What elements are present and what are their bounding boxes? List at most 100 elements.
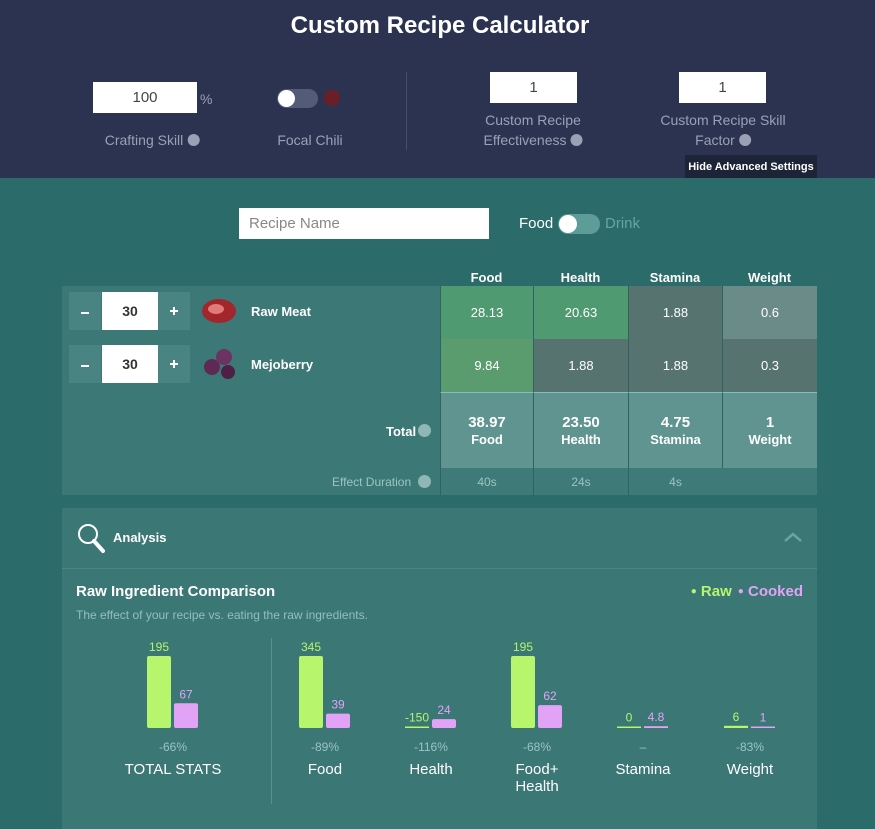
change-label: -66% — [159, 740, 187, 754]
raw-value-label: 6 — [733, 710, 740, 724]
change-label: -83% — [736, 740, 764, 754]
decrement-button[interactable] — [69, 345, 101, 383]
group-name: TOTAL STATS — [125, 761, 222, 778]
cooked-value-label: 4.8 — [648, 710, 665, 724]
divider — [62, 568, 817, 569]
comparison-subtitle: The effect of your recipe vs. eating the… — [76, 608, 368, 622]
stat-cell: 0.3 — [722, 339, 817, 392]
ingredient-name: Mejoberry — [251, 357, 314, 372]
chart-divider — [271, 638, 272, 804]
effectiveness-label-1: Custom Recipe — [485, 112, 581, 128]
skill-factor-label-2: Factor — [695, 132, 751, 148]
total-label: Total — [386, 424, 417, 439]
stat-cell: 1.88 — [533, 339, 628, 392]
stat-cell: 0.6 — [722, 286, 817, 339]
label-text: Crafting Skill — [104, 132, 184, 148]
column-header: Stamina — [649, 270, 701, 285]
effectiveness-input[interactable]: 1 — [490, 72, 577, 103]
group-name: Stamina — [615, 761, 671, 778]
stat-cell: 1.88 — [628, 339, 722, 392]
cooked-value-label: 1 — [760, 711, 767, 725]
change-label: -68% — [523, 740, 551, 754]
raw-bar — [405, 726, 429, 728]
legend: ● Raw ● Cooked — [685, 583, 803, 600]
raw-value-label: -150 — [405, 711, 429, 725]
ingredient-icon — [200, 345, 240, 386]
cooked-bar — [432, 719, 456, 728]
chili-icon — [324, 90, 340, 106]
focal-chili-label: Focal Chili — [277, 132, 343, 148]
analysis-icon — [78, 524, 105, 553]
increment-button[interactable] — [158, 345, 190, 383]
cooked-bar — [538, 705, 562, 728]
cooked-value-label: 39 — [331, 698, 345, 712]
raw-bar — [617, 726, 641, 728]
food-option[interactable]: Food — [519, 215, 554, 232]
raw-bar — [511, 656, 535, 728]
cooked-bar — [326, 713, 350, 728]
effectiveness-label-2: Effectiveness — [483, 132, 583, 148]
legend-dot: ● — [690, 586, 697, 597]
legend-label: Cooked — [747, 583, 803, 600]
analysis-panel — [62, 508, 817, 829]
chili-toggle[interactable] — [277, 89, 318, 108]
change-label: -116% — [414, 740, 448, 754]
label-text: Effectiveness — [483, 132, 567, 148]
total-value: 4.75 — [660, 413, 691, 431]
total-value: 23.50 — [562, 413, 600, 431]
legend-entry: ● Cooked — [738, 583, 803, 600]
help-icon[interactable] — [187, 134, 200, 146]
help-icon[interactable] — [738, 134, 751, 146]
raw-bar — [724, 725, 748, 728]
cooked-bar — [644, 726, 668, 728]
raw-value-label: 0 — [626, 711, 633, 725]
skill-factor-label-1: Custom Recipe Skill — [660, 112, 786, 128]
label-text: Factor — [695, 132, 735, 148]
crafting-skill-input[interactable]: 100 — [93, 82, 197, 113]
group-name: Food+ — [516, 761, 559, 778]
total-cell: 38.97 Food — [440, 392, 533, 468]
legend-label: Raw — [700, 583, 732, 600]
title: Custom Recipe Calculator — [290, 12, 590, 39]
drink-option[interactable]: Drink — [605, 215, 641, 232]
total-unit: Weight — [748, 431, 792, 447]
food-drink-toggle[interactable] — [558, 214, 600, 234]
crafting-skill-label: Crafting Skill — [105, 132, 200, 148]
advanced-button[interactable]: Hide Advanced Settings — [685, 155, 817, 178]
cooked-value-label: 62 — [543, 689, 557, 703]
raw-bar — [299, 656, 323, 728]
analysis-title: Analysis — [113, 530, 167, 545]
info-icon — [418, 424, 431, 437]
skill-factor-input[interactable]: 1 — [679, 72, 766, 103]
quantity-input[interactable]: 30 — [102, 345, 158, 383]
cooked-value-label: 24 — [437, 703, 451, 717]
info-icon — [418, 475, 431, 488]
change-label: – — [640, 740, 647, 754]
column-header: Weight — [747, 270, 792, 285]
total-cell: 4.75 Stamina — [628, 392, 722, 468]
duration-cell: 24s — [533, 468, 628, 495]
increment-button[interactable] — [158, 292, 190, 330]
legend-dot: ● — [737, 586, 744, 597]
duration-cell: 4s — [628, 468, 722, 495]
column-header: Food — [470, 270, 503, 285]
ingredient-icon — [200, 292, 240, 333]
cooked-bar — [174, 703, 198, 728]
collapse-chevron[interactable] — [783, 531, 803, 543]
quantity-input[interactable]: 30 — [102, 292, 158, 330]
recipe-name-input[interactable]: Recipe Name — [239, 208, 489, 239]
cooked-value-label: 67 — [179, 687, 193, 701]
comparison-chart: 195 67 -66% TOTAL STATS 345 39 -89% Food -150 24 -… — [125, 640, 775, 795]
stat-cell: 20.63 — [533, 286, 628, 339]
raw-bar — [147, 656, 171, 728]
total-cell: 1 Weight — [722, 392, 817, 468]
total-unit: Stamina — [650, 431, 701, 447]
help-icon[interactable] — [570, 134, 583, 146]
stat-cell: 1.88 — [628, 286, 722, 339]
group-name: Weight — [727, 761, 774, 778]
decrement-button[interactable] — [69, 292, 101, 330]
group-name: Food — [308, 761, 342, 778]
group-name: Health — [409, 761, 452, 778]
